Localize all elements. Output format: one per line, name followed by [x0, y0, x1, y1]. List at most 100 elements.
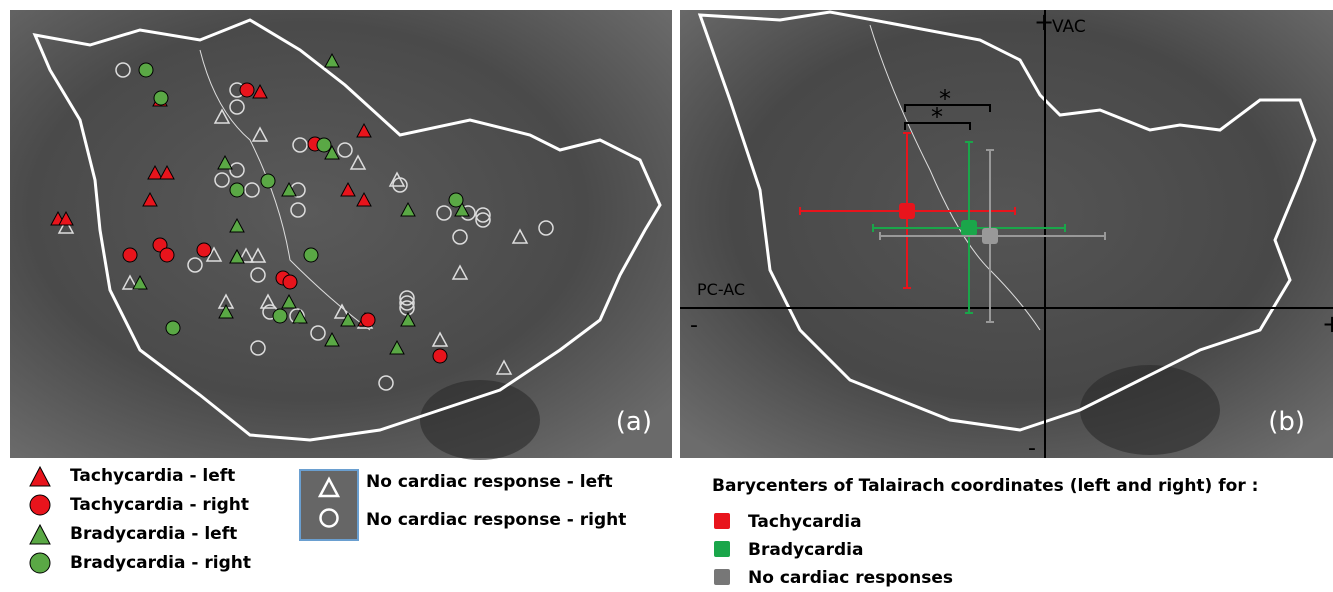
- marker: [115, 62, 131, 78]
- marker: [260, 173, 276, 189]
- marker: [229, 217, 245, 233]
- marker: [237, 247, 255, 263]
- sign: +: [1322, 310, 1333, 338]
- panel-label: (a): [616, 407, 652, 437]
- marker: [159, 164, 175, 180]
- marker: [378, 375, 394, 391]
- marker: [337, 142, 353, 158]
- marker: [281, 293, 297, 309]
- outline: [32, 18, 662, 442]
- marker: [29, 552, 51, 574]
- marker: [356, 191, 372, 207]
- marker: [349, 154, 367, 170]
- panel-a: (a): [10, 10, 672, 460]
- marker: [340, 311, 356, 327]
- marker: [436, 205, 452, 221]
- marker: [218, 303, 234, 319]
- legend-label: Tachycardia - left: [70, 466, 235, 486]
- marker: [229, 248, 245, 264]
- marker: [249, 247, 267, 263]
- bracket: [904, 122, 971, 130]
- panel-label: (b): [1268, 407, 1305, 437]
- marker: [58, 210, 74, 226]
- marker: [187, 257, 203, 273]
- swatch: [714, 569, 730, 585]
- marker: [272, 308, 288, 324]
- markers: [50, 52, 554, 391]
- marker: [229, 99, 245, 115]
- marker: [153, 90, 169, 106]
- marker: [399, 295, 415, 311]
- marker: [142, 191, 158, 207]
- marker: [431, 331, 449, 347]
- marker: [259, 293, 277, 309]
- legend-label: Tachycardia - right: [70, 495, 249, 515]
- marker: [281, 181, 297, 197]
- legend-title: Barycenters of Talairach coordinates (le…: [712, 476, 1258, 496]
- marker: [214, 172, 230, 188]
- marker: [229, 182, 245, 198]
- marker: [251, 126, 269, 142]
- legend-a: Tachycardia - left Tachycardia - right B…: [29, 465, 626, 574]
- marker: [319, 508, 339, 528]
- outline: [697, 10, 1317, 432]
- marker: [400, 311, 416, 327]
- axis-label: PC-AC: [697, 280, 745, 299]
- marker: [138, 62, 154, 78]
- marker: [511, 228, 529, 244]
- marker: [448, 192, 464, 208]
- legend-label: Tachycardia: [748, 512, 862, 532]
- axis-label: VAC: [1052, 17, 1086, 37]
- marker: [475, 212, 491, 228]
- panel-b: VAC PC-AC + - - + * * (b): [680, 8, 1333, 461]
- sign: -: [690, 313, 698, 338]
- marker: [452, 229, 468, 245]
- marker: [400, 201, 416, 217]
- marker: [159, 247, 175, 263]
- legend-label: No cardiac response - right: [366, 510, 626, 530]
- marker: [29, 523, 51, 545]
- legend-label: Bradycardia - right: [70, 553, 251, 573]
- marker: [310, 325, 326, 341]
- brain-image: [10, 10, 672, 458]
- barycenter: [982, 228, 998, 244]
- marker: [356, 122, 372, 138]
- barycenter: [899, 203, 915, 219]
- marker: [389, 339, 405, 355]
- marker: [290, 202, 306, 218]
- marker: [29, 465, 51, 487]
- marker: [340, 181, 356, 197]
- marker: [317, 476, 341, 498]
- marker: [292, 137, 308, 153]
- marker: [205, 246, 223, 262]
- marker: [324, 331, 340, 347]
- marker: [252, 83, 268, 99]
- marker: [282, 274, 298, 290]
- swatch: [714, 541, 730, 557]
- marker: [495, 359, 513, 375]
- marker: [316, 137, 332, 153]
- sulcus: [199, 49, 371, 331]
- legend-label: Bradycardia: [748, 540, 863, 560]
- bracket: [904, 104, 991, 112]
- marker: [399, 290, 415, 306]
- marker: [292, 308, 308, 324]
- marker: [147, 164, 163, 180]
- significance: *: [931, 103, 943, 131]
- sign: +: [1034, 8, 1054, 36]
- marker: [432, 348, 448, 364]
- marker: [29, 494, 51, 516]
- legend-label: No cardiac response - left: [366, 472, 613, 492]
- marker: [333, 303, 351, 319]
- marker: [57, 218, 75, 234]
- marker: [239, 82, 255, 98]
- marker: [250, 340, 266, 356]
- legend-label: No cardiac responses: [748, 568, 953, 588]
- marker: [132, 274, 148, 290]
- marker: [388, 171, 406, 187]
- marker: [451, 264, 469, 280]
- marker: [250, 267, 266, 283]
- marker: [244, 182, 260, 198]
- marker: [165, 320, 181, 336]
